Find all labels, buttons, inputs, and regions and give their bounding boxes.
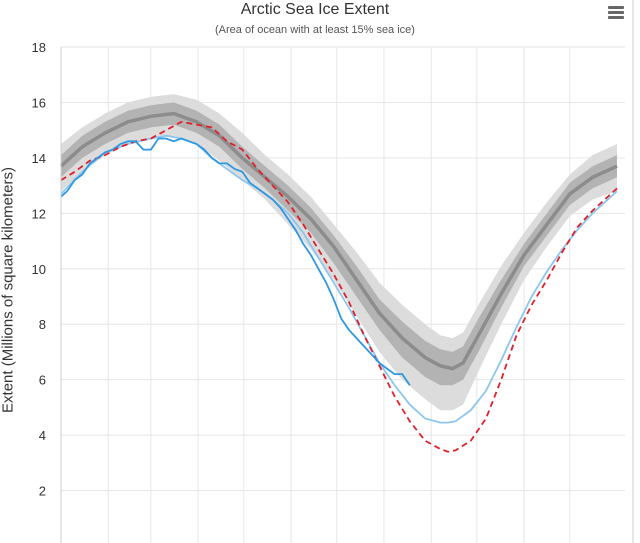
y-tick-label: 18: [32, 40, 46, 55]
hamburger-menu-icon[interactable]: [608, 6, 624, 20]
series-current: [60, 137, 411, 386]
series-light-blue: [60, 134, 618, 424]
panel-divider: [632, 0, 634, 543]
y-axis-label: Extent (Millions of square kilometers): [0, 167, 17, 413]
series-lines: [59, 111, 618, 453]
y-tick-label: 16: [32, 95, 46, 110]
chart-subtitle: (Area of ocean with at least 15% sea ice…: [215, 24, 415, 36]
y-tick-label: 12: [32, 206, 46, 221]
y-tick-label: 8: [39, 317, 46, 332]
series-median: [59, 111, 618, 371]
y-tick-label: 2: [39, 484, 46, 499]
y-tick-label: 4: [39, 428, 46, 443]
y-tick-label: 10: [32, 262, 46, 277]
y-tick-label: 14: [32, 151, 46, 166]
chart-title: Arctic Sea Ice Extent: [240, 1, 390, 18]
band-inner: [61, 102, 617, 386]
axes: 2 4 6 8 10 12 14 16 18: [32, 40, 62, 543]
series-red-dashed: [60, 120, 618, 453]
y-tick-label: 6: [39, 373, 46, 388]
